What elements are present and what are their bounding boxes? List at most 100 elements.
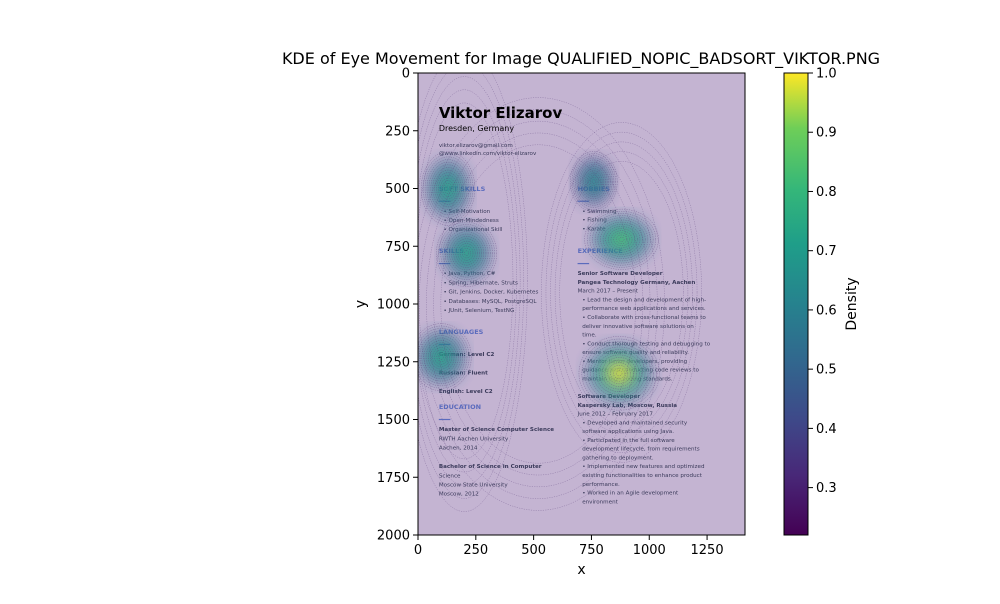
kde-contour <box>457 243 476 263</box>
kde-outer-contour <box>418 76 521 486</box>
cv-right-section-line: March 2017 – Present <box>578 289 639 295</box>
kde-level <box>444 183 452 194</box>
kde-contour <box>605 226 638 253</box>
cv-right-section-line: • Conduct thorough testing and debugging… <box>582 341 711 347</box>
kde-contour <box>591 179 596 184</box>
kde-contour <box>607 362 631 385</box>
colorbar-tick-label: 0.6 <box>816 303 837 318</box>
cv-right-section-line: • Fishing <box>582 218 607 224</box>
kde-contour <box>593 349 646 398</box>
kde-contour <box>451 236 482 271</box>
cv-right-section-line: performance web applications and service… <box>582 306 706 312</box>
cv-left-section-line: Moscow, 2012 <box>439 492 479 498</box>
x-tick-label: 1000 <box>633 543 666 558</box>
kde-outer-contour <box>419 109 658 499</box>
kde-contour <box>600 221 643 257</box>
cv-name: Viktor Elizarov <box>439 104 563 122</box>
chart-title: KDE of Eye Movement for Image QUALIFIED_… <box>282 49 880 69</box>
kde-contour <box>584 208 659 270</box>
kde-contour <box>442 180 454 197</box>
kde-density-layer <box>418 154 656 407</box>
y-tick-label: 750 <box>385 240 410 255</box>
cv-right-section-line: • Developed and maintained security <box>582 420 688 426</box>
kde-contour <box>436 172 460 205</box>
cv-location: Dresden, Germany <box>439 124 515 133</box>
cv-left-section-line: • Self-Motivation <box>443 209 490 215</box>
kde-outer-contour <box>433 132 644 476</box>
cv-right-section-line: • Participated in the full software <box>582 438 675 444</box>
kde-contour <box>464 250 469 256</box>
kde-contour <box>616 370 623 377</box>
cv-right-section-line: software applications using Java. <box>582 429 674 435</box>
kde-hotspot <box>588 212 655 267</box>
kde-contour <box>423 337 459 377</box>
cv-left-section-heading: EDUCATION <box>439 403 481 411</box>
kde-contour <box>421 335 461 379</box>
cv-contact-line: viktor.elizarov@gmail.com <box>439 143 513 149</box>
cv-right-section-line: Kaspersky Lab, Moscow, Russia <box>578 403 678 409</box>
kde-contour <box>578 336 660 411</box>
kde-contour <box>596 352 643 395</box>
kde-contour <box>616 234 627 244</box>
kde-contour <box>430 164 466 213</box>
colorbar-tick-label: 0.7 <box>816 244 837 259</box>
kde-contour <box>590 177 598 187</box>
cv-right-section-line: development lifecycle, from requirements <box>582 447 700 453</box>
kde-contour <box>436 352 446 363</box>
plot-background <box>418 73 745 535</box>
kde-contour <box>581 166 606 197</box>
kde-contour <box>445 185 451 192</box>
kde-contour <box>419 333 463 382</box>
kde-contour <box>583 168 604 195</box>
kde-outer-contour <box>418 89 517 473</box>
kde-contour <box>422 154 474 223</box>
kde-hotspot <box>439 223 494 284</box>
cv-left-section-heading: LANGUAGES <box>439 328 484 336</box>
x-tick-label: 750 <box>579 543 604 558</box>
kde-contour <box>438 175 458 202</box>
cv-left-section-line: Master of Science Computer Science <box>439 427 554 433</box>
y-tick-label: 250 <box>385 124 410 139</box>
colorbar-label: Density <box>844 277 860 330</box>
kde-hotspot <box>572 154 615 209</box>
colorbar <box>783 72 809 536</box>
x-tick-label: 500 <box>521 543 546 558</box>
y-axis-label: y <box>353 300 369 308</box>
y-tick-label: 1000 <box>377 298 410 313</box>
cv-right-section-line: existing functionalities to enhance prod… <box>582 473 703 479</box>
kde-contour <box>575 157 613 206</box>
kde-contour <box>438 221 495 285</box>
kde-contour <box>580 164 608 199</box>
kde-outer-contour <box>418 73 528 512</box>
kde-outer-contour <box>545 132 698 453</box>
kde-contour <box>444 229 489 278</box>
cv-right-section-line: • Worked in an Agile development <box>582 491 679 497</box>
cv-right-section-line: deliver innovative software solutions on <box>582 324 694 330</box>
x-tick-label: 0 <box>414 543 422 558</box>
kde-contour <box>432 347 450 367</box>
y-axis: 0 250 500 750 1000 1250 1500 1750 2000 <box>377 67 418 544</box>
cv-right-section-line: Pangea Technology Germany, Aachen <box>578 280 696 286</box>
kde-outer-contour <box>418 97 665 511</box>
kde-contour <box>584 341 654 406</box>
kde-outer-contour <box>559 161 684 424</box>
kde-contour <box>597 219 646 259</box>
cv-left-section-line: Moscow State University <box>439 482 509 488</box>
colorbar-tick-label: 0.5 <box>816 363 837 378</box>
kde-level <box>616 235 627 244</box>
y-tick-label: 1500 <box>377 413 410 428</box>
kde-contour <box>578 161 610 202</box>
kde-contour <box>571 153 616 210</box>
kde-outer-contour <box>440 144 636 464</box>
kde-contour <box>610 230 633 249</box>
kde-level <box>437 352 445 362</box>
kde-contour <box>585 170 603 193</box>
cv-left-section-line: RWTH Aachen University <box>439 436 509 442</box>
kde-level <box>590 177 597 186</box>
kde-contour <box>570 151 618 212</box>
kde-outer-contour <box>554 151 689 434</box>
y-tick-label: 500 <box>385 182 410 197</box>
kde-hotspot <box>583 340 656 407</box>
kde-contour <box>449 233 484 273</box>
y-tick-label: 2000 <box>377 529 410 544</box>
